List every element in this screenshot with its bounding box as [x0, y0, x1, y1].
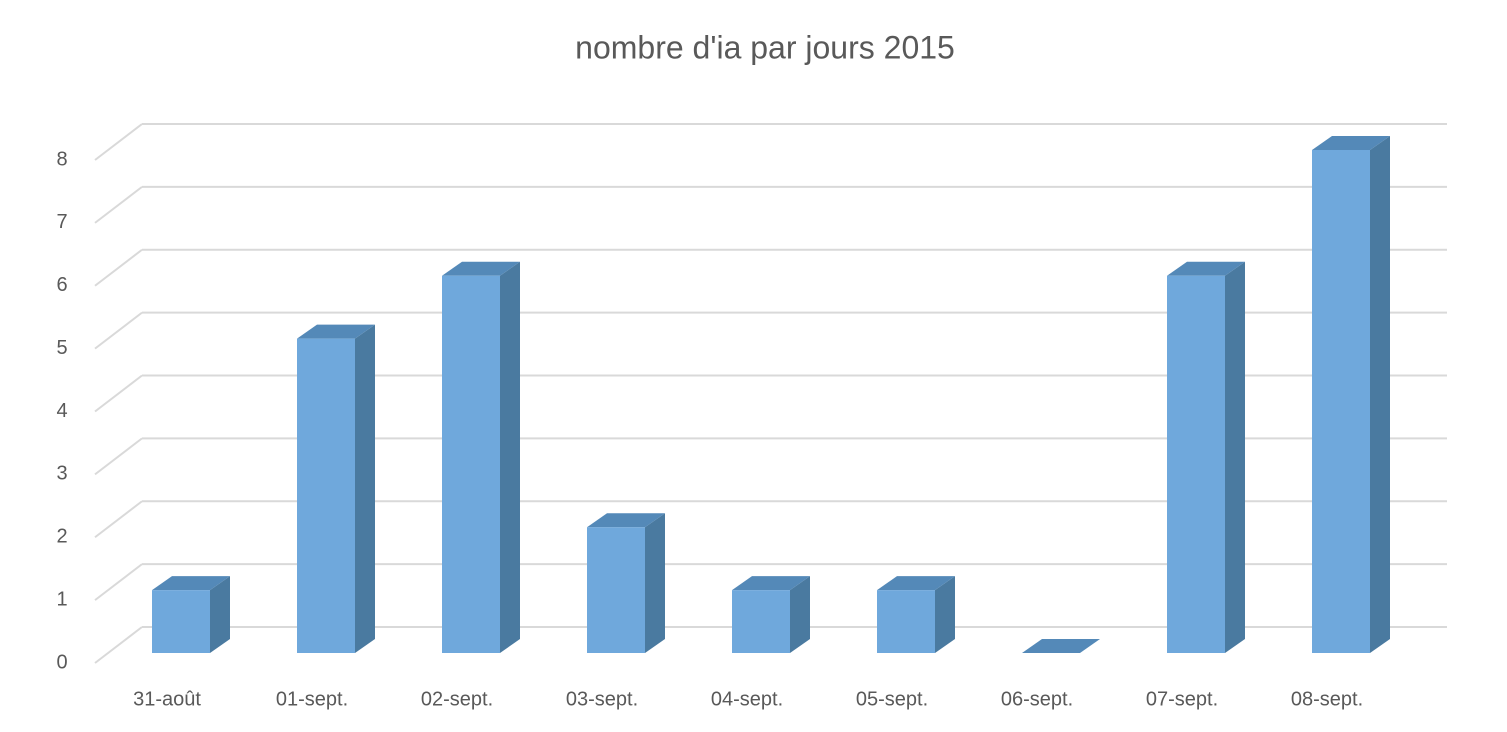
x-tick-label: 06-sept. — [1001, 688, 1073, 710]
grid-line-depth — [94, 563, 143, 601]
x-tick-label: 04-sept. — [711, 688, 783, 710]
x-tick-label: 01-sept. — [276, 688, 348, 710]
grid-line-depth — [94, 123, 143, 161]
y-tick-label: 7 — [56, 211, 67, 233]
y-tick-label: 4 — [56, 400, 67, 422]
bar-top — [877, 576, 955, 591]
bar-top — [1312, 136, 1390, 150]
x-tick-label: 08-sept. — [1291, 688, 1363, 710]
bar-side — [645, 513, 665, 653]
bar-side — [935, 576, 955, 653]
grid-line-depth — [94, 374, 143, 413]
y-tick-label: 1 — [56, 588, 67, 610]
bar — [152, 590, 210, 653]
y-tick-label: 0 — [56, 651, 67, 673]
bar-side — [1225, 261, 1245, 653]
x-tick-label: 31-août — [133, 688, 201, 710]
grid-line-depth — [94, 248, 143, 287]
y-tick-label: 5 — [56, 337, 67, 359]
grid-line-depth — [94, 311, 143, 350]
y-tick-label: 2 — [56, 526, 67, 548]
grid-line-depth — [94, 437, 143, 476]
bar-top — [442, 261, 520, 276]
bar — [877, 590, 935, 653]
bar — [1312, 150, 1370, 653]
grid-line-depth — [94, 500, 143, 539]
grid-line-depth — [94, 626, 143, 664]
bar — [732, 590, 790, 653]
y-tick-label: 3 — [56, 463, 67, 485]
bar-top — [732, 576, 810, 591]
bar-side — [355, 324, 375, 653]
x-tick-label: 03-sept. — [566, 688, 638, 710]
x-tick-label: 02-sept. — [421, 688, 493, 710]
y-tick-label: 6 — [56, 274, 67, 296]
grid-line-depth — [94, 186, 143, 224]
chart-title: nombre d'ia par jours 2015 — [575, 29, 955, 65]
bar — [297, 338, 355, 653]
bar-side — [790, 576, 810, 653]
bar-side — [1370, 136, 1390, 653]
bar-side — [500, 261, 520, 653]
y-tick-label: 8 — [56, 148, 67, 170]
bar-top — [587, 513, 665, 528]
bar-top — [1167, 261, 1245, 276]
x-tick-label: 05-sept. — [856, 688, 928, 710]
bar-top — [152, 576, 230, 591]
bar — [587, 527, 645, 653]
bar-top — [1022, 639, 1100, 653]
bar-top — [297, 324, 375, 339]
bar — [1167, 275, 1225, 653]
bar-side — [210, 576, 230, 653]
x-tick-label: 07-sept. — [1146, 688, 1218, 710]
bar — [442, 275, 500, 653]
